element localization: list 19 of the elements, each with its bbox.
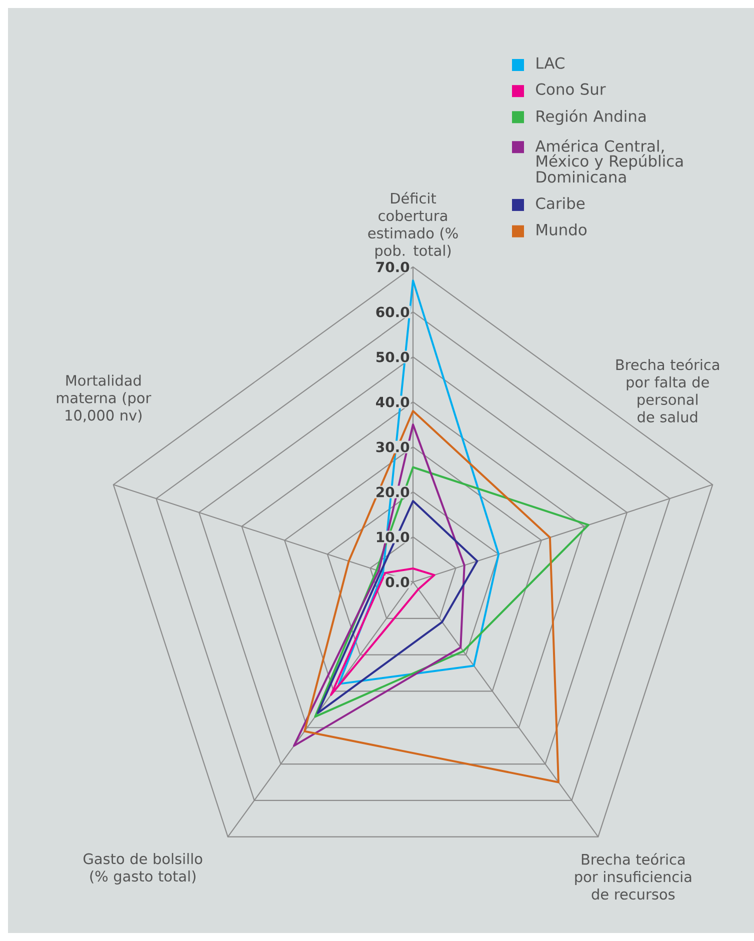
y-tick-label: 60.0 [376,306,410,318]
legend-label: Región Andina [536,109,646,125]
spoke-label: Brecha teórica por insuficiencia de recursos [575,853,692,900]
y-tick-label: 50.0 [376,352,410,362]
spoke-label: Déficit cobertura estimado (% pob. total) [368,192,458,259]
legend-label: Caribe [536,197,585,210]
spoke-label: Gasto de bolsillo (% gasto total) [84,853,202,884]
y-tick-label: 40.0 [376,396,410,408]
y-tick-label: 0.0 [386,576,410,588]
y-tick-label: 20.0 [376,486,410,498]
spoke-label: Brecha teórica por falta de personal de salud [616,358,719,422]
y-tick-label: 70.0 [376,262,410,272]
legend-label: América Central, México y República Dominicana [535,139,683,183]
spoke-label: Mortalidad materna (por 10,000 nv) [56,374,152,422]
y-tick-label: 10.0 [376,532,410,542]
legend-label: Cono Sur [536,83,606,95]
legend-label: LAC [536,57,564,69]
y-tick-label: 30.0 [376,442,410,452]
legend-label: Mundo [536,224,586,236]
